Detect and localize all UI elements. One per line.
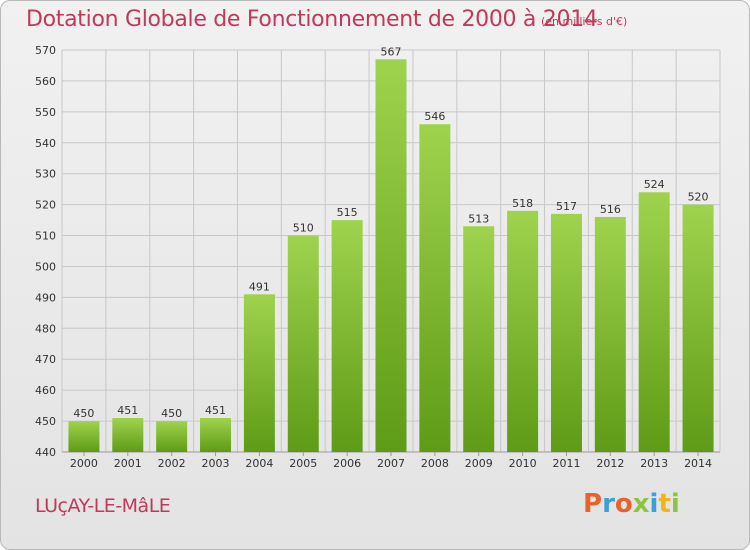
value-label: 516 xyxy=(600,203,621,216)
logo-letter: t xyxy=(658,489,671,519)
bar-2008 xyxy=(419,124,451,452)
bar-2000 xyxy=(68,421,100,452)
y-tick-label: 550 xyxy=(35,106,56,119)
bar-2006 xyxy=(331,220,363,452)
logo-letter: P xyxy=(583,489,603,519)
value-label: 510 xyxy=(293,222,314,235)
bar-2014 xyxy=(682,204,714,452)
x-tick-label: 2005 xyxy=(289,457,317,470)
value-label: 546 xyxy=(424,110,445,123)
proxiti-logo: Proxiti xyxy=(583,489,680,519)
y-tick-label: 490 xyxy=(35,291,56,304)
logo-letter: i xyxy=(670,489,680,519)
logo-letter: x xyxy=(632,489,650,519)
chart-unit: (en milliers d'€) xyxy=(541,15,628,28)
x-tick-label: 2007 xyxy=(377,457,405,470)
value-label: 451 xyxy=(205,404,226,417)
logo-letter: i xyxy=(649,489,659,519)
value-label: 450 xyxy=(73,407,94,420)
y-tick-label: 570 xyxy=(35,44,56,57)
y-tick-label: 460 xyxy=(35,384,56,397)
value-label: 518 xyxy=(512,197,533,210)
x-tick-label: 2000 xyxy=(70,457,98,470)
x-tick-label: 2004 xyxy=(245,457,273,470)
x-tick-label: 2012 xyxy=(596,457,624,470)
y-tick-label: 560 xyxy=(35,75,56,88)
bar-2011 xyxy=(550,213,582,452)
x-tick-label: 2013 xyxy=(640,457,668,470)
bar-2010 xyxy=(507,210,539,452)
value-label: 567 xyxy=(381,45,402,58)
x-tick-label: 2009 xyxy=(465,457,493,470)
x-tick-label: 2008 xyxy=(421,457,449,470)
x-tick-label: 2006 xyxy=(333,457,361,470)
value-label: 450 xyxy=(161,407,182,420)
y-tick-label: 520 xyxy=(35,199,56,212)
x-tick-label: 2001 xyxy=(114,457,142,470)
bar-2007 xyxy=(375,59,407,453)
bar-2013 xyxy=(638,192,670,452)
y-tick-label: 510 xyxy=(35,230,56,243)
logo-letter: o xyxy=(614,489,633,519)
bar-2009 xyxy=(463,226,495,452)
y-tick-label: 440 xyxy=(35,446,56,459)
y-tick-label: 450 xyxy=(35,415,56,428)
bar-layer xyxy=(68,59,714,453)
value-label: 451 xyxy=(117,404,138,417)
bar-2003 xyxy=(200,417,232,452)
value-label: 517 xyxy=(556,200,577,213)
x-tick-label: 2010 xyxy=(509,457,537,470)
bar-2012 xyxy=(594,216,626,452)
label-layer: 440 450 460 470 480 490 500 510 520 530 540 550 560 5… xyxy=(35,44,712,470)
value-label: 513 xyxy=(468,212,489,225)
bar-2004 xyxy=(243,294,275,452)
value-label: 524 xyxy=(644,178,665,191)
y-tick-label: 500 xyxy=(35,260,56,273)
value-label: 520 xyxy=(688,191,709,204)
x-tick-label: 2014 xyxy=(684,457,712,470)
y-tick-label: 530 xyxy=(35,168,56,181)
commune-name: LUçAY-LE-MâLE xyxy=(35,495,171,517)
value-label: 515 xyxy=(337,206,358,219)
x-tick-label: 2003 xyxy=(202,457,230,470)
bar-2001 xyxy=(112,417,144,452)
x-tick-label: 2002 xyxy=(158,457,186,470)
y-tick-label: 480 xyxy=(35,322,56,335)
y-tick-label: 470 xyxy=(35,353,56,366)
y-tick-label: 540 xyxy=(35,137,56,150)
logo-letter: r xyxy=(602,489,615,519)
bar-2005 xyxy=(287,235,319,452)
value-label: 491 xyxy=(249,280,270,293)
bar-2002 xyxy=(156,421,188,452)
chart-title: Dotation Globale de Fonctionnement de 20… xyxy=(26,7,598,32)
x-tick-label: 2011 xyxy=(552,457,580,470)
